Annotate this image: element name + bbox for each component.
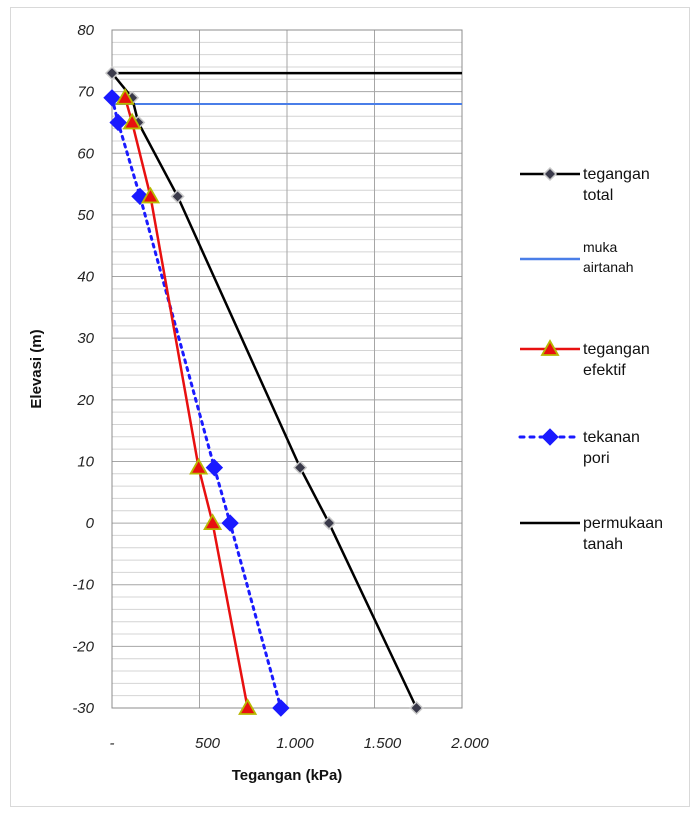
- legend-label: tekanan pori: [583, 429, 640, 467]
- y-tick-label: 0: [86, 515, 95, 532]
- data-point: [293, 460, 308, 475]
- data-point: [321, 516, 337, 531]
- data-point: [170, 189, 185, 204]
- y-tick-label: 20: [76, 392, 94, 409]
- data-point: [272, 699, 290, 717]
- grid-lines: [111, 29, 463, 709]
- legend-label: tegangan efektif: [583, 341, 650, 379]
- data-point: [109, 113, 127, 132]
- y-tick-label: 40: [77, 269, 94, 286]
- x-tick-label: 2.000: [450, 735, 489, 752]
- data-point: [103, 89, 121, 107]
- x-tick-label: 500: [195, 735, 221, 752]
- data-point: [540, 339, 560, 356]
- x-tick-label: 1.500: [364, 735, 402, 752]
- series-tekanan-pori: [103, 89, 290, 717]
- data-point: [140, 186, 161, 204]
- y-tick-label: 50: [77, 207, 94, 224]
- data-point: [221, 514, 239, 532]
- series-tegangan-efektif: [115, 87, 258, 715]
- legend-label: muka airtanah: [583, 239, 634, 275]
- y-tick-label: 10: [77, 453, 94, 470]
- y-tick-label: 60: [77, 145, 94, 162]
- y-tick-label: -20: [72, 638, 94, 655]
- y-tick-label: -30: [72, 700, 94, 717]
- y-tick-label: -10: [72, 577, 94, 594]
- legend-label: tegangan total: [583, 166, 650, 204]
- y-tick-label: 80: [77, 22, 94, 39]
- series-group: [103, 66, 462, 717]
- x-tick-label: -: [110, 735, 115, 752]
- legend-entry: tegangan total: [520, 166, 650, 204]
- data-point: [409, 700, 424, 716]
- x-tick-label: 1.000: [276, 735, 314, 752]
- legend-entry: tekanan pori: [518, 428, 640, 467]
- y-axis-title: Elevasi (m): [28, 329, 45, 408]
- data-point: [542, 166, 558, 182]
- x-axis-title: Tegangan (kPa): [232, 767, 343, 784]
- legend-label: permukaan tanah: [583, 515, 663, 553]
- data-point: [203, 513, 223, 530]
- data-point: [205, 458, 224, 477]
- legend-entry: muka airtanah: [520, 239, 634, 275]
- legend: tegangan total muka airtanah tegangan efektif…: [518, 166, 663, 553]
- y-tick-label: 70: [77, 84, 94, 101]
- data-point: [115, 87, 135, 105]
- legend-entry: permukaan tanah: [520, 515, 663, 553]
- data-point: [122, 112, 142, 130]
- data-point: [104, 66, 120, 81]
- data-point: [238, 698, 258, 715]
- series-line: [110, 96, 283, 710]
- data-point: [541, 428, 559, 446]
- data-point: [189, 457, 209, 475]
- axis-ticks: 80 70 60 50 40 30 20 10 0 -10 -20 -30 - 500 1.000 1.500…: [72, 22, 489, 752]
- legend-entry: tegangan efektif: [520, 339, 650, 379]
- y-tick-label: 30: [77, 330, 94, 347]
